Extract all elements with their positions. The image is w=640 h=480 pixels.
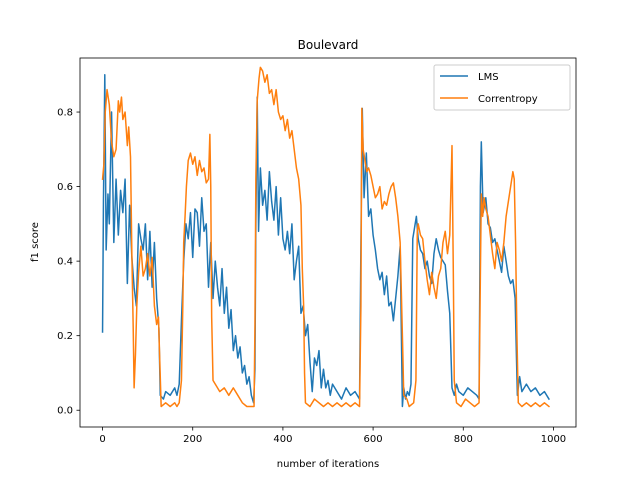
y-axis-label: f1 score <box>30 222 41 262</box>
y-tick-label: 0.4 <box>57 257 73 268</box>
legend: LMS Correntropy <box>433 64 571 111</box>
series-group <box>101 66 551 408</box>
plot-area <box>79 57 577 428</box>
x-tick-label: 400 <box>273 434 292 445</box>
series-line-correntropy <box>101 66 551 408</box>
x-axis-label: number of iterations <box>277 459 379 470</box>
x-tick-label: 0 <box>99 434 105 445</box>
y-tick-label: 0.6 <box>57 182 73 193</box>
x-tick-label: 600 <box>364 434 383 445</box>
legend-label-correntropy: Correntropy <box>478 94 538 105</box>
chart-title: Boulevard <box>298 38 359 52</box>
series-line-lms <box>101 74 550 408</box>
legend-label-lms: LMS <box>478 72 499 83</box>
x-axis: 0 200 400 600 800 1000 <box>99 427 566 445</box>
y-tick-label: 0.0 <box>57 406 73 417</box>
x-tick-label: 200 <box>183 434 202 445</box>
plot-frame <box>79 57 577 428</box>
y-axis: 0.0 0.2 0.4 0.6 0.8 <box>57 108 80 417</box>
x-tick-label: 1000 <box>541 434 566 445</box>
y-tick-label: 0.2 <box>57 331 73 342</box>
x-tick-label: 800 <box>454 434 473 445</box>
y-tick-label: 0.8 <box>57 108 73 119</box>
